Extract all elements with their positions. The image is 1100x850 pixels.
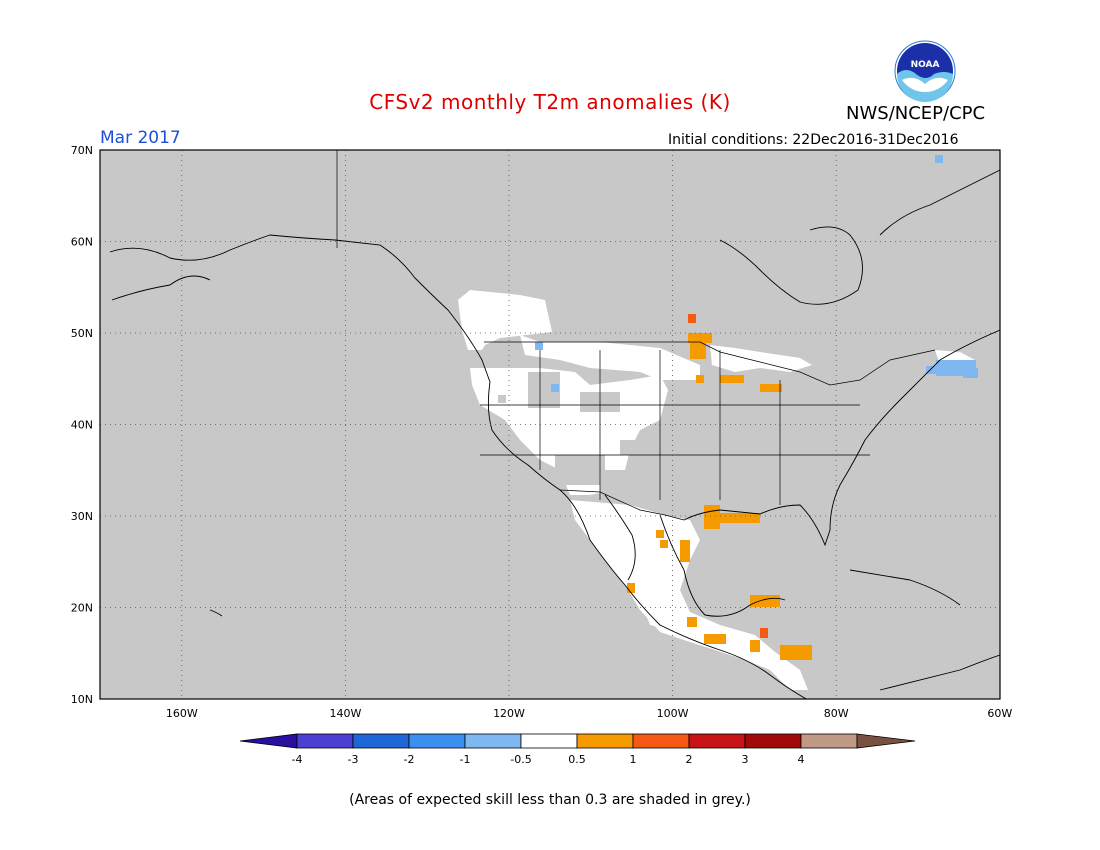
colorbar-tick-label: -3 <box>348 753 359 766</box>
colorbar-tick-label: 0.5 <box>568 753 586 766</box>
map-frame <box>99 149 1001 700</box>
colorbar-tick-label: -2 <box>404 753 415 766</box>
lon-label: 160W <box>166 707 198 720</box>
lat-label: 10N <box>71 693 93 706</box>
colorbar-tick-label: 3 <box>742 753 749 766</box>
colorbar-arrow-low <box>239 733 298 749</box>
svg-text:NOAA: NOAA <box>911 60 940 70</box>
agency-label: NWS/NCEP/CPC <box>846 103 986 124</box>
colorbar-segment <box>408 733 466 749</box>
coastlines <box>109 169 1000 699</box>
colorbar-segment <box>296 733 354 749</box>
lat-label: 20N <box>71 602 93 615</box>
colorbar-tick-label: 1 <box>630 753 637 766</box>
colorbar-segment <box>520 733 578 749</box>
lat-label: 40N <box>71 419 93 432</box>
lon-label: 140W <box>329 707 361 720</box>
colorbar-segment <box>464 733 522 749</box>
colorbar-segment <box>632 733 690 749</box>
lon-label: 120W <box>493 707 525 720</box>
chart-title: CFSv2 monthly T2m anomalies (K) <box>369 90 731 114</box>
lat-lon-grid <box>100 150 1000 699</box>
colorbar-tick-label: 2 <box>686 753 693 766</box>
colorbar-tick-label: -4 <box>292 753 303 766</box>
colorbar-segment <box>352 733 410 749</box>
colorbar-tick-label: -0.5 <box>510 753 531 766</box>
colorbar-segment <box>688 733 746 749</box>
colorbar-segment <box>576 733 634 749</box>
valid-month: Mar 2017 <box>100 128 181 148</box>
initial-conditions: Initial conditions: 22Dec2016-31Dec2016 <box>668 132 959 148</box>
footnote: (Areas of expected skill less than 0.3 a… <box>349 792 751 808</box>
lat-label: 70N <box>71 144 93 157</box>
lon-label: 80W <box>824 707 849 720</box>
borders <box>336 150 936 521</box>
anomaly-cells <box>458 155 978 690</box>
colorbar-segment <box>744 733 802 749</box>
noaa-logo: NOAA <box>894 40 956 102</box>
lat-label: 60N <box>71 236 93 249</box>
colorbar-tick-label: 4 <box>798 753 805 766</box>
colorbar-arrow-high <box>856 733 916 749</box>
lon-label: 100W <box>657 707 689 720</box>
colorbar-tick-label: -1 <box>460 753 471 766</box>
lon-label: 60W <box>987 707 1012 720</box>
lat-label: 30N <box>71 510 93 523</box>
lat-label: 50N <box>71 327 93 340</box>
colorbar-segment <box>800 733 858 749</box>
colorbar: -4 -3 -2 -1 -0.5 0.5 1 2 3 4 <box>239 733 916 766</box>
